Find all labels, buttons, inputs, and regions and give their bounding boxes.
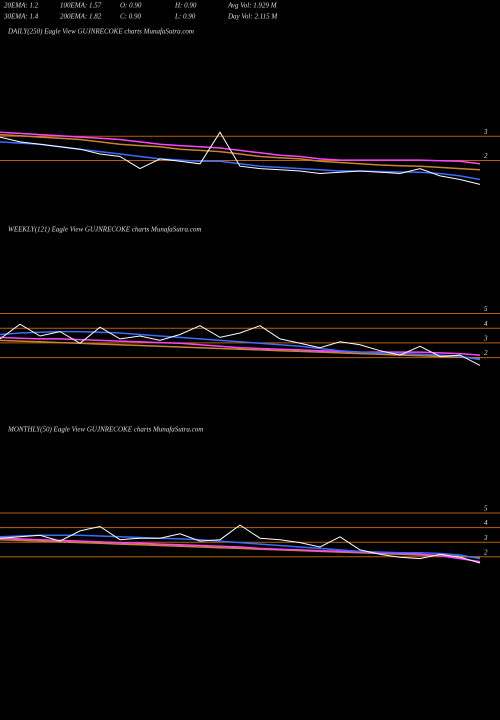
y-tick-label: 2 [484,349,488,357]
y-tick-label: 5 [484,505,488,513]
y-tick-label: 4 [484,519,488,527]
indicator-text: H: 0.90 [174,2,197,10]
panel-title: DAILY(250) Eagle View GUJNRECOKE charts … [7,28,194,36]
indicator-text: O: 0.90 [120,2,142,10]
indicator-text: Day Vol: 2.115 M [227,13,278,21]
y-tick-label: 5 [484,305,488,313]
indicator-text: Avg Vol: 1.929 M [227,2,278,10]
y-tick-label: 3 [483,335,488,343]
indicator-text: L: 0.90 [174,13,196,21]
series-line [0,133,481,171]
indicator-text: 200EMA: 1.82 [60,13,102,21]
y-tick-label: 2 [484,152,488,160]
series-line [0,534,481,560]
panel-title: MONTHLY(50) Eagle View GUJNRECOKE charts… [7,426,203,434]
panel-title: WEEKLY(121) Eagle View GUJNRECOKE charts… [8,226,201,234]
indicator-text: C: 0.90 [120,13,142,21]
series-line [0,330,481,361]
series-line [0,323,481,366]
y-tick-label: 4 [484,320,488,328]
series-line [0,538,481,558]
y-tick-label: 3 [483,128,488,136]
series-line [0,131,481,185]
series-line [0,336,481,356]
y-tick-label: 3 [483,534,488,542]
series-line [0,524,481,564]
indicator-text: 30EMA: 1.4 [3,13,39,21]
y-tick-label: 2 [484,548,488,556]
series-line [0,131,481,165]
indicator-text: 100EMA: 1.57 [60,2,102,10]
indicator-text: 20EMA: 1.2 [4,2,39,10]
